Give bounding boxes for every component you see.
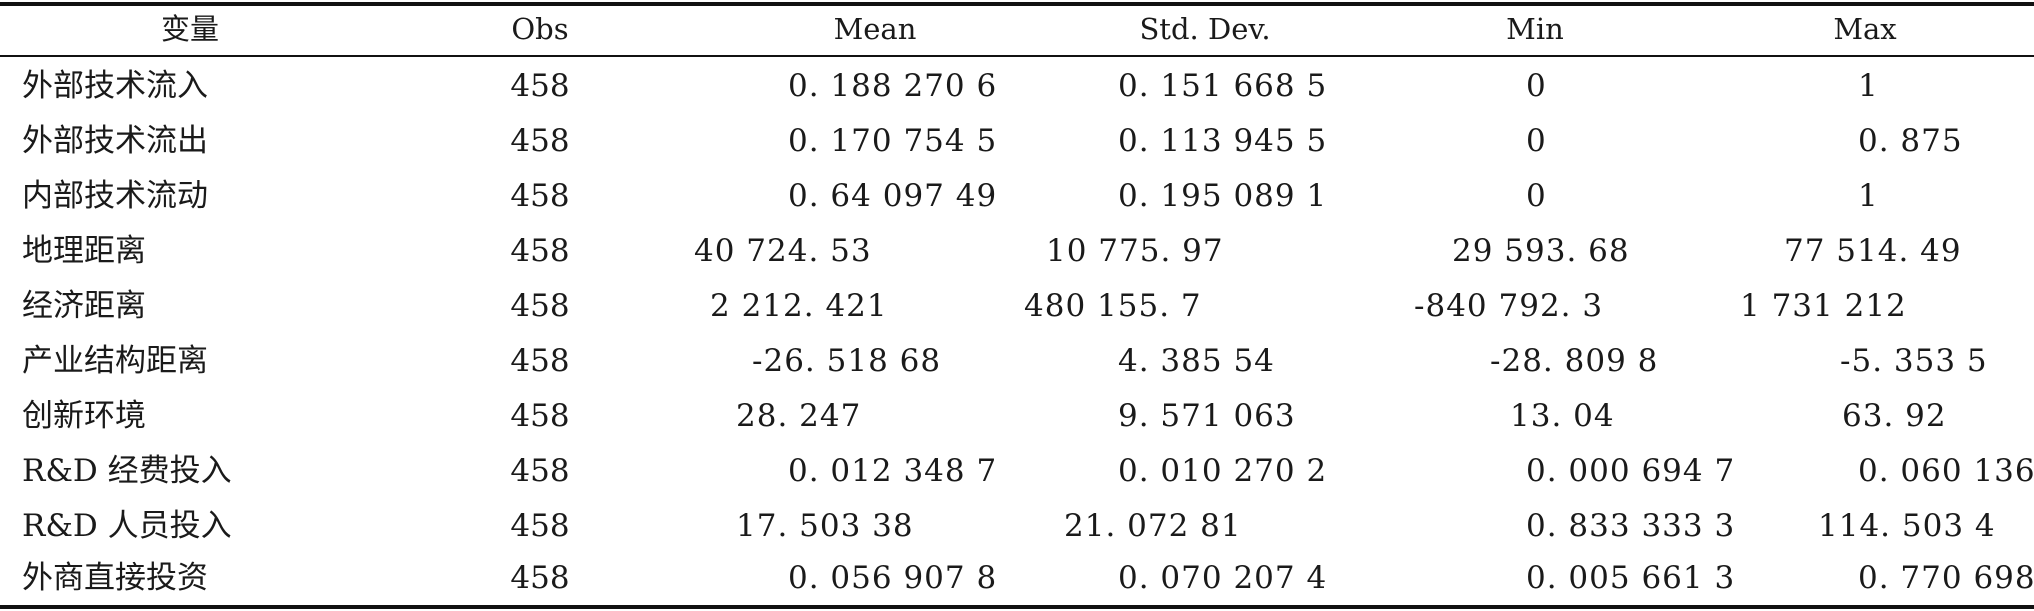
cell-variable: 创新环境 xyxy=(22,398,146,434)
cell-variable: 外商直接投资 xyxy=(22,560,208,596)
table-row: 产业结构距离 458 -26. 518 68 4. 385 54 -28. 80… xyxy=(0,334,2034,389)
cell-max: 1 xyxy=(1858,68,1879,104)
cell-max: 0. 770 698 4 xyxy=(1858,560,2034,596)
cell-obs: 458 xyxy=(510,343,570,379)
cell-std-dev: 0. 010 270 2 xyxy=(1118,453,1328,489)
cell-mean: 0. 056 907 8 xyxy=(788,560,998,596)
cell-mean: 0. 188 270 6 xyxy=(788,68,998,104)
cell-max: 1 xyxy=(1858,178,1879,214)
cell-min: 0 xyxy=(1526,68,1547,104)
cell-std-dev: 9. 571 063 xyxy=(1118,398,1296,434)
cell-std-dev: 0. 113 945 5 xyxy=(1118,123,1328,159)
cell-mean: 2 212. 421 xyxy=(710,288,888,324)
cell-std-dev: 21. 072 81 xyxy=(1064,508,1242,544)
table-header-rule xyxy=(0,55,2034,57)
cell-obs: 458 xyxy=(510,123,570,159)
table-row: 创新环境 458 28. 247 9. 571 063 13. 04 63. 9… xyxy=(0,389,2034,444)
cell-mean: 0. 170 754 5 xyxy=(788,123,998,159)
cell-variable: R&D 人员投入 xyxy=(22,508,232,544)
cell-mean: 17. 503 38 xyxy=(736,508,914,544)
cell-obs: 458 xyxy=(510,508,570,544)
table-bottom-rule xyxy=(0,605,2034,609)
cell-min: 0 xyxy=(1526,123,1547,159)
cell-std-dev: 10 775. 97 xyxy=(1046,233,1224,269)
cell-obs: 458 xyxy=(510,560,570,596)
header-obs: Obs xyxy=(511,12,569,46)
cell-max: 0. 060 136 8 xyxy=(1858,453,2034,489)
cell-variable: 地理距离 xyxy=(22,233,146,269)
cell-max: 77 514. 49 xyxy=(1784,233,1962,269)
cell-max: 114. 503 4 xyxy=(1818,508,1996,544)
cell-std-dev: 4. 385 54 xyxy=(1118,343,1275,379)
table-row: R&D 人员投入 458 17. 503 38 21. 072 81 0. 83… xyxy=(0,499,2034,554)
table-row: 经济距离 458 2 212. 421 480 155. 7 -840 792.… xyxy=(0,279,2034,334)
cell-min: 0. 000 694 7 xyxy=(1526,453,1736,489)
cell-min: -28. 809 8 xyxy=(1490,343,1659,379)
cell-variable: R&D 经费投入 xyxy=(22,453,232,489)
cell-max: 1 731 212 xyxy=(1740,288,1907,324)
cell-max: 63. 92 xyxy=(1842,398,1947,434)
cell-mean: 40 724. 53 xyxy=(694,233,872,269)
header-variable: 变量 xyxy=(160,12,219,46)
cell-variable: 经济距离 xyxy=(22,288,146,324)
cell-obs: 458 xyxy=(510,288,570,324)
cell-obs: 458 xyxy=(510,453,570,489)
table-row: 外商直接投资 458 0. 056 907 8 0. 070 207 4 0. … xyxy=(0,551,2034,606)
cell-std-dev: 0. 195 089 1 xyxy=(1118,178,1328,214)
cell-variable: 外部技术流入 xyxy=(22,68,208,104)
cell-mean: -26. 518 68 xyxy=(752,343,942,379)
table-row: 外部技术流出 458 0. 170 754 5 0. 113 945 5 0 0… xyxy=(0,114,2034,169)
header-std-dev: Std. Dev. xyxy=(1139,12,1271,46)
cell-min: 0 xyxy=(1526,178,1547,214)
cell-variable: 产业结构距离 xyxy=(22,343,208,379)
cell-mean: 28. 247 xyxy=(736,398,862,434)
cell-obs: 458 xyxy=(510,233,570,269)
table-top-rule xyxy=(0,2,2034,6)
cell-std-dev: 480 155. 7 xyxy=(1024,288,1202,324)
cell-min: -840 792. 3 xyxy=(1414,288,1604,324)
cell-max: 0. 875 xyxy=(1858,123,1963,159)
table-row: 地理距离 458 40 724. 53 10 775. 97 29 593. 6… xyxy=(0,224,2034,279)
table-row: 内部技术流动 458 0. 64 097 49 0. 195 089 1 0 1 xyxy=(0,169,2034,224)
cell-max: -5. 353 5 xyxy=(1840,343,1988,379)
cell-obs: 458 xyxy=(510,68,570,104)
table-row: R&D 经费投入 458 0. 012 348 7 0. 010 270 2 0… xyxy=(0,444,2034,499)
cell-obs: 458 xyxy=(510,178,570,214)
cell-mean: 0. 64 097 49 xyxy=(788,178,998,214)
table-row: 外部技术流入 458 0. 188 270 6 0. 151 668 5 0 1 xyxy=(0,59,2034,114)
cell-mean: 0. 012 348 7 xyxy=(788,453,998,489)
cell-std-dev: 0. 070 207 4 xyxy=(1118,560,1328,596)
cell-min: 13. 04 xyxy=(1510,398,1615,434)
table-header-row: 变量 Obs Mean Std. Dev. Min Max xyxy=(0,2,2034,57)
cell-variable: 外部技术流出 xyxy=(22,123,208,159)
cell-min: 0. 005 661 3 xyxy=(1526,560,1736,596)
header-mean: Mean xyxy=(833,12,917,46)
cell-variable: 内部技术流动 xyxy=(22,178,208,214)
header-max: Max xyxy=(1833,12,1897,46)
cell-std-dev: 0. 151 668 5 xyxy=(1118,68,1328,104)
cell-min: 0. 833 333 3 xyxy=(1526,508,1736,544)
cell-obs: 458 xyxy=(510,398,570,434)
header-min: Min xyxy=(1506,12,1564,46)
cell-min: 29 593. 68 xyxy=(1452,233,1630,269)
